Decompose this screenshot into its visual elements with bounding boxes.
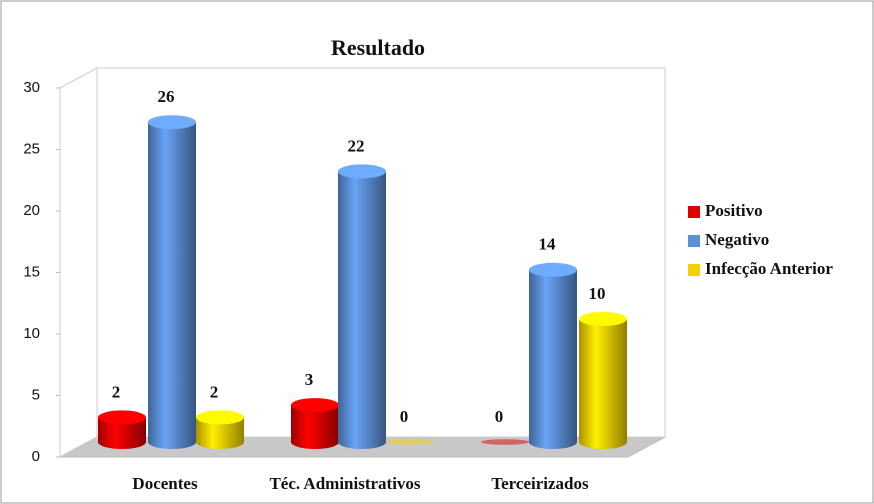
- legend-swatch: [688, 235, 700, 247]
- value-label: 10: [589, 284, 606, 303]
- bar-body: [338, 171, 386, 449]
- value-label: 0: [495, 407, 504, 426]
- bar-body: [148, 122, 196, 449]
- bar: [579, 312, 627, 449]
- bar-top: [579, 312, 627, 326]
- value-label: 26: [158, 87, 175, 106]
- bar-base: [481, 439, 529, 445]
- bar: [98, 410, 146, 449]
- y-tick-label: 25: [23, 140, 40, 157]
- legend-swatch: [688, 206, 700, 218]
- value-label: 0: [400, 407, 409, 426]
- bar: [481, 439, 529, 445]
- y-tick-label: 20: [23, 202, 40, 219]
- y-tick-label: 10: [23, 325, 40, 342]
- bar-body: [579, 319, 627, 449]
- bar-body: [98, 417, 146, 449]
- value-label: 3: [305, 370, 314, 389]
- bar: [148, 115, 196, 449]
- value-label: 22: [348, 136, 365, 155]
- bar: [386, 439, 434, 445]
- value-label: 2: [112, 382, 121, 401]
- chart-title: Resultado: [331, 35, 425, 60]
- bar: [196, 410, 244, 449]
- x-tick-label: Terceirizados: [491, 474, 589, 493]
- y-tick-label: 15: [23, 263, 40, 280]
- bar-base: [386, 439, 434, 445]
- legend-label: Negativo: [705, 230, 769, 249]
- bar-top: [338, 164, 386, 179]
- bar-top: [529, 262, 577, 277]
- bar: [291, 398, 339, 449]
- bar-top: [98, 410, 146, 425]
- value-label: 2: [210, 382, 219, 401]
- bar-body: [529, 269, 577, 449]
- legend-swatch: [688, 264, 700, 276]
- y-tick-label: 30: [23, 79, 40, 96]
- bar-top: [148, 115, 196, 130]
- y-tick-label: 0: [32, 448, 40, 465]
- x-tick-label: Docentes: [132, 474, 198, 493]
- bar-top: [196, 410, 244, 425]
- x-tick-label: Téc. Administrativos: [269, 474, 420, 493]
- legend-label: Positivo: [705, 201, 763, 220]
- bar: [529, 262, 577, 449]
- bar-body: [291, 405, 339, 449]
- y-tick-label: 5: [32, 386, 40, 403]
- bar-body: [196, 417, 244, 449]
- bar-top: [291, 398, 339, 413]
- legend-label: Infecção Anterior: [705, 259, 833, 278]
- bar: [338, 164, 386, 449]
- value-label: 14: [539, 235, 557, 254]
